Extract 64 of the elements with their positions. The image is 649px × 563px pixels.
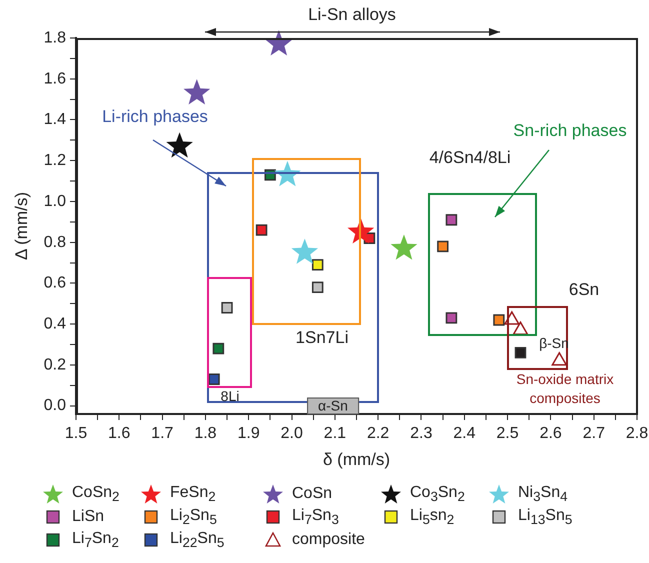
point	[312, 282, 324, 294]
x-tick-label: 2.4	[453, 425, 476, 442]
point	[446, 312, 458, 324]
legend-label: Li$_{2}$Sn$_{5}$	[170, 507, 217, 528]
x-tick-label: 2.8	[626, 425, 648, 442]
legend-label: composite	[292, 531, 365, 549]
point	[493, 314, 505, 326]
annotation: Sn-rich phases	[513, 121, 627, 141]
y-tick-label: 1.8	[44, 29, 66, 46]
point	[437, 240, 449, 252]
y-tick-label: 0.6	[44, 274, 66, 292]
legend-label: LiSn	[72, 508, 104, 526]
annotation: Sn-oxide matrix composites	[515, 370, 615, 408]
legend-label: Ni$_{3}$Sn$_{4}$	[518, 484, 568, 504]
x-tick-label: 2.6	[540, 425, 562, 442]
point	[390, 234, 418, 260]
annotation: 1Sn7Li	[296, 328, 348, 348]
legend-label: Li$_{13}$Sn$_{5}$	[518, 507, 572, 528]
y-tick-label: 1.0	[44, 192, 66, 210]
point	[221, 302, 233, 314]
legend-label: CoSn	[292, 485, 332, 503]
x-tick-label: 2.5	[496, 425, 519, 442]
legend-label: FeSn$_{2}$	[170, 484, 216, 504]
x-tick-label: 2.3	[410, 425, 432, 442]
legend-label: Li$_{7}$Sn$_{2}$	[72, 530, 119, 550]
point	[514, 346, 526, 358]
x-tick-label: 1.7	[151, 425, 174, 442]
x-tick-label: 1.5	[64, 425, 88, 442]
annotation: 8Li	[220, 388, 240, 404]
annotation: α-Sn	[307, 398, 359, 414]
y-tick-label: 0.4	[44, 315, 66, 332]
x-tick-label: 2.7	[582, 425, 606, 442]
annotation: 6Sn	[568, 280, 600, 300]
point	[212, 342, 224, 354]
y-tick-label: 1.2	[44, 152, 66, 170]
x-tick-label: 1.6	[108, 425, 130, 442]
point	[266, 30, 292, 56]
point	[256, 224, 268, 236]
x-axis-title: δ (mm/s)	[322, 450, 390, 470]
y-tick-label: 0.2	[44, 356, 66, 374]
point	[291, 238, 318, 264]
x-tick-label: 1.9	[237, 425, 260, 442]
x-tick-label: 1.8	[194, 425, 217, 442]
y-tick-label: 0.8	[44, 234, 66, 251]
point	[446, 214, 458, 226]
annotation: 4/6Sn4/8Li	[429, 148, 511, 168]
point	[312, 259, 324, 271]
legend-label: Co$_{3}$Sn$_{2}$	[410, 484, 465, 504]
x-tick-label: 2.0	[280, 425, 303, 442]
legend-label: Li$_{22}$Sn$_{5}$	[170, 530, 224, 550]
legend-label: Li$_{7}$Sn$_{3}$	[292, 507, 339, 528]
text: Li-Sn alloys	[308, 5, 396, 25]
legend-label: CoSn$_{2}$	[72, 484, 120, 504]
annotation: Li-rich phases	[102, 107, 208, 127]
y-tick-label: 0.0	[44, 397, 66, 414]
y-axis-title: Δ (mm/s)	[12, 192, 32, 260]
point	[208, 374, 220, 385]
legend-label: Li$_{5}$sn$_{2}$	[410, 507, 454, 528]
x-tick-label: 2.1	[324, 425, 346, 442]
point	[166, 132, 193, 158]
y-tick-label: 1.4	[44, 111, 66, 128]
x-tick-label: 2.2	[366, 425, 390, 442]
y-tick-label: 1.6	[44, 70, 66, 88]
point	[184, 79, 210, 104]
